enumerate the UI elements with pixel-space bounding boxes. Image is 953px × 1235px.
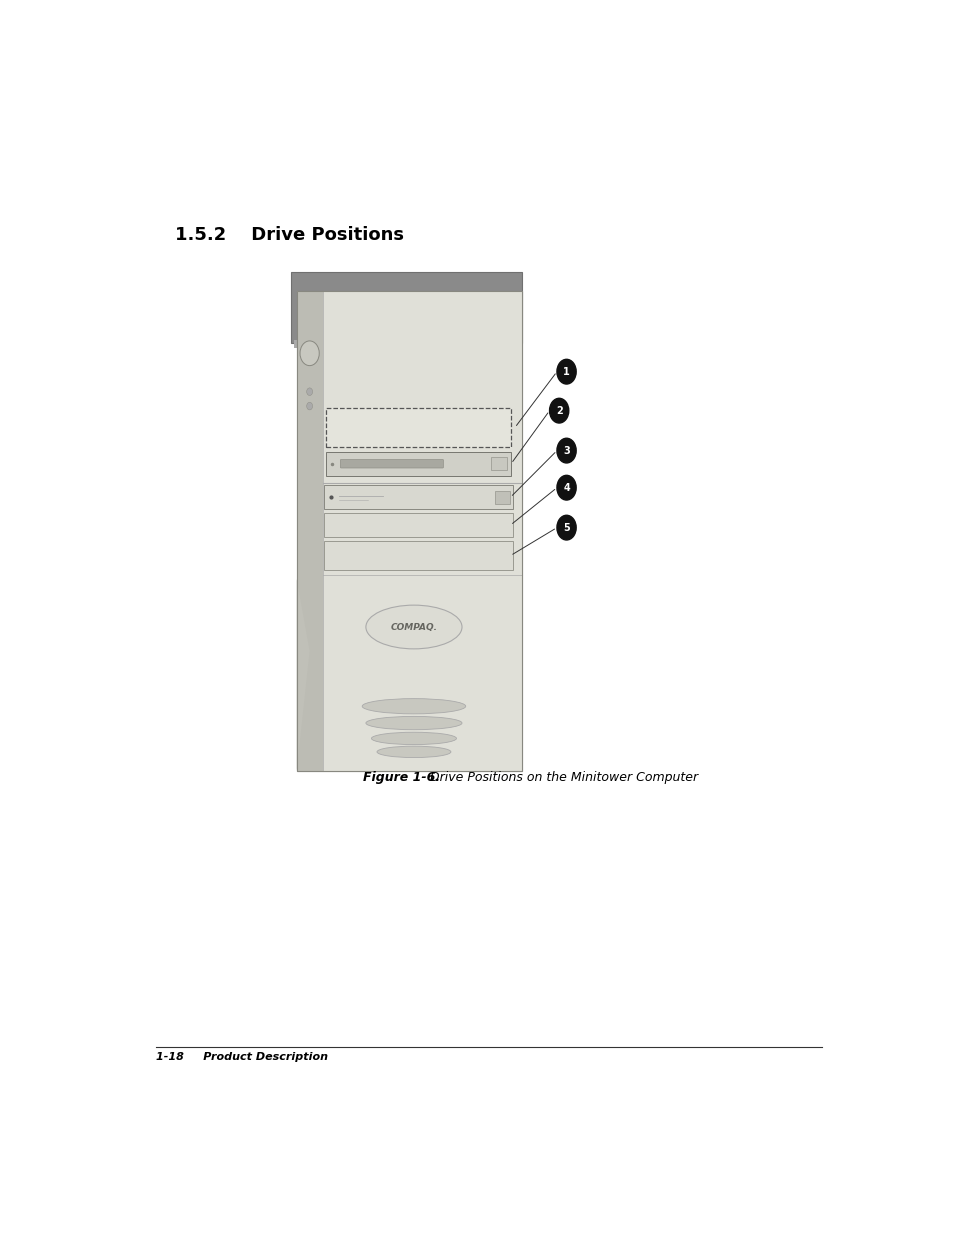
Bar [324,541,512,571]
Circle shape [557,438,576,463]
Circle shape [306,403,313,410]
Bar [322,291,521,771]
Circle shape [306,388,313,395]
Bar [491,457,507,471]
Text: COMPAQ.: COMPAQ. [390,622,437,631]
Text: 2: 2 [556,405,562,416]
Text: Figure 1-6.: Figure 1-6. [363,771,440,784]
Circle shape [299,341,319,366]
Circle shape [549,399,568,424]
Bar [296,291,521,771]
Bar [296,291,521,771]
Text: 5: 5 [562,522,569,532]
Circle shape [557,515,576,540]
Bar [326,452,511,475]
Bar [324,485,512,509]
Bar [324,514,512,537]
Bar [291,272,521,343]
Text: 1.5.2    Drive Positions: 1.5.2 Drive Positions [174,226,403,245]
Ellipse shape [366,716,461,730]
Ellipse shape [371,732,456,745]
Ellipse shape [376,746,451,757]
Polygon shape [296,579,310,771]
Circle shape [557,475,576,500]
FancyBboxPatch shape [340,459,443,468]
Bar [294,341,521,348]
Text: 4: 4 [562,483,569,493]
Text: Drive Positions on the Minitower Computer: Drive Positions on the Minitower Compute… [426,771,698,784]
Circle shape [557,359,576,384]
Bar [495,490,509,504]
Text: 1-18     Product Description: 1-18 Product Description [156,1052,328,1062]
Ellipse shape [362,699,465,714]
Bar [326,409,511,447]
Bar [296,291,322,771]
Text: 1: 1 [562,367,569,377]
Ellipse shape [366,605,461,648]
Text: 3: 3 [562,446,569,456]
